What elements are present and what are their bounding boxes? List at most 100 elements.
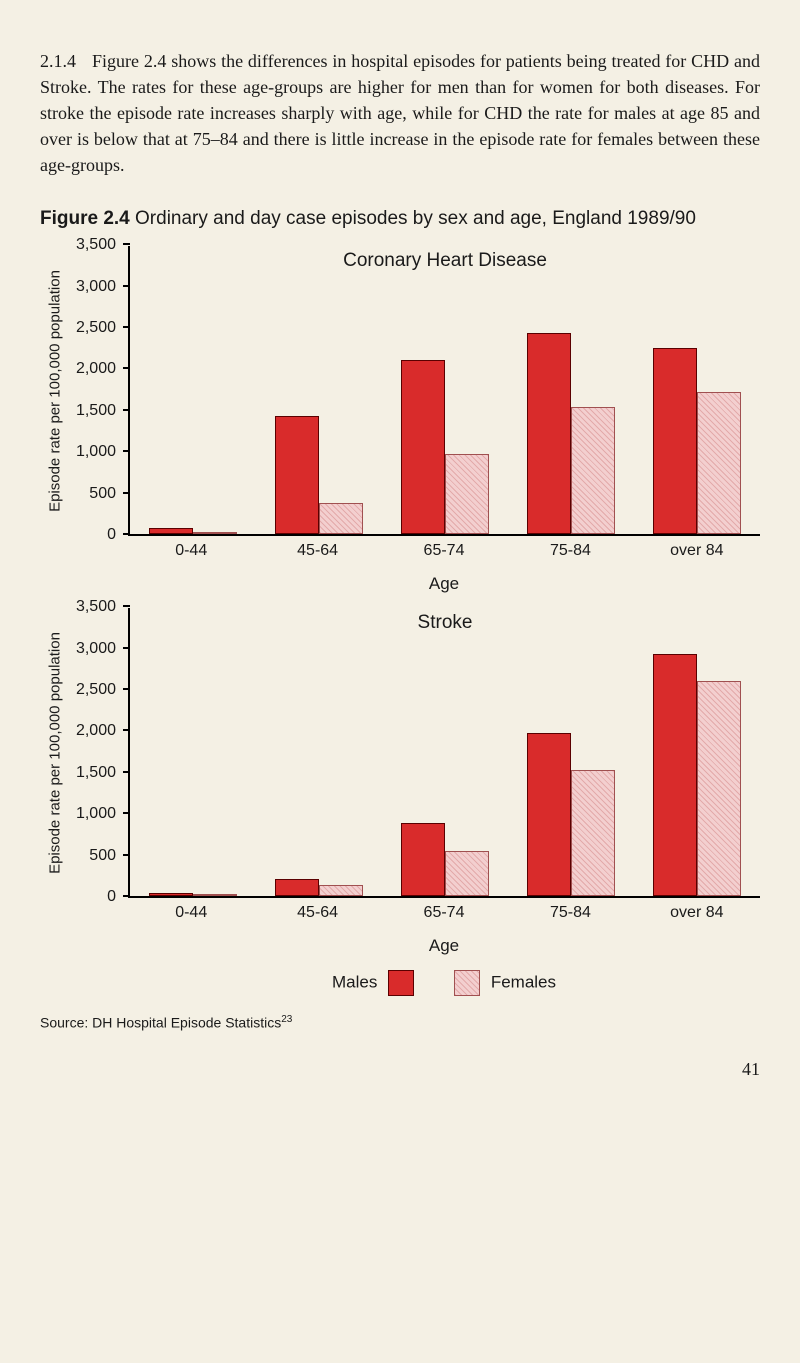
bar-male xyxy=(653,654,697,896)
legend: Males Females xyxy=(128,970,760,996)
x-tick-label: 0-44 xyxy=(128,898,254,922)
plot-cell: Stroke xyxy=(128,608,760,898)
bar-group xyxy=(653,654,741,896)
ytick-mark xyxy=(123,492,130,494)
x-axis-label: Age xyxy=(128,936,760,956)
charts-container: Episode rate per 100,000 population05001… xyxy=(40,246,760,956)
bar-female xyxy=(319,503,363,534)
bar-group xyxy=(149,528,237,534)
ytick-label: 1,500 xyxy=(76,402,116,420)
bar-group xyxy=(401,823,489,896)
bar-female xyxy=(445,851,489,896)
bar-group xyxy=(527,733,615,896)
bar-male xyxy=(275,879,319,896)
bar-male xyxy=(527,733,571,896)
ytick-mark xyxy=(123,285,130,287)
ytick-mark xyxy=(123,409,130,411)
x-tick-label: 0-44 xyxy=(128,536,254,560)
bar-female xyxy=(571,770,615,896)
ytick-label: 3,000 xyxy=(76,278,116,296)
ytick-label: 500 xyxy=(89,847,116,865)
figure-label: Figure 2.4 xyxy=(40,208,130,229)
ytick-label: 3,500 xyxy=(76,236,116,254)
source-text: Source: DH Hospital Episode Statistics xyxy=(40,1015,281,1031)
chart: Episode rate per 100,000 population05001… xyxy=(40,246,760,536)
bar-male xyxy=(401,360,445,534)
legend-females: Females xyxy=(448,970,556,996)
ylabel-cell: Episode rate per 100,000 population xyxy=(40,246,70,536)
ytick-mark xyxy=(123,647,130,649)
bar-male xyxy=(653,348,697,534)
figure-caption: Figure 2.4 Ordinary and day case episode… xyxy=(40,206,760,232)
ytick-mark xyxy=(123,688,130,690)
x-tick-labels: 0-4445-6465-7475-84over 84 xyxy=(128,536,760,560)
x-tick-label: 45-64 xyxy=(254,536,380,560)
bar-male xyxy=(401,823,445,896)
x-tick-labels: 0-4445-6465-7475-84over 84 xyxy=(128,898,760,922)
ytick-mark xyxy=(123,367,130,369)
bar-male xyxy=(275,416,319,534)
chart-block: Episode rate per 100,000 population05001… xyxy=(40,608,760,956)
ytick-label: 2,500 xyxy=(76,681,116,699)
x-tick-label: over 84 xyxy=(634,536,760,560)
x-tick-label: 75-84 xyxy=(507,898,633,922)
bar-female xyxy=(319,885,363,896)
bar-female xyxy=(193,894,237,896)
legend-males-label: Males xyxy=(332,973,377,992)
x-tick-label: 65-74 xyxy=(381,898,507,922)
y-axis-label: Episode rate per 100,000 population xyxy=(47,270,64,512)
ytick-label: 3,000 xyxy=(76,640,116,658)
ytick-label: 1,000 xyxy=(76,443,116,461)
ytick-label: 1,500 xyxy=(76,764,116,782)
ytick-label: 2,000 xyxy=(76,360,116,378)
page: 2.1.4Figure 2.4 shows the differences in… xyxy=(0,0,800,1110)
ytick-mark xyxy=(123,812,130,814)
chart-title: Coronary Heart Disease xyxy=(343,250,547,272)
bar-group xyxy=(527,333,615,534)
body-paragraph: 2.1.4Figure 2.4 shows the differences in… xyxy=(40,48,760,178)
x-tick-label: 75-84 xyxy=(507,536,633,560)
legend-males: Males xyxy=(332,970,420,996)
bar-female xyxy=(697,392,741,535)
ytick-mark xyxy=(123,895,130,897)
plot-cell: Coronary Heart Disease xyxy=(128,246,760,536)
x-axis-label: Age xyxy=(128,574,760,594)
bar-female xyxy=(571,407,615,534)
bar-group xyxy=(275,416,363,534)
bar-male xyxy=(149,528,193,534)
legend-swatch-female xyxy=(454,970,480,996)
chart: Episode rate per 100,000 population05001… xyxy=(40,608,760,898)
page-number: 41 xyxy=(40,1059,760,1080)
ytick-mark xyxy=(123,729,130,731)
plot-area: Coronary Heart Disease xyxy=(128,246,760,536)
bar-group xyxy=(653,348,741,534)
y-axis-label: Episode rate per 100,000 population xyxy=(47,632,64,874)
bar-group xyxy=(275,879,363,896)
yticks: 05001,0001,5002,0002,5003,0003,500 xyxy=(70,246,128,536)
legend-females-label: Females xyxy=(491,973,556,992)
ytick-mark xyxy=(123,771,130,773)
ytick-mark xyxy=(123,243,130,245)
source-line: Source: DH Hospital Episode Statistics23 xyxy=(40,1014,760,1031)
bar-group xyxy=(401,360,489,534)
ytick-mark xyxy=(123,854,130,856)
x-tick-label: over 84 xyxy=(634,898,760,922)
section-number: 2.1.4 xyxy=(40,51,76,71)
paragraph-text: Figure 2.4 shows the differences in hosp… xyxy=(40,51,760,175)
ytick-label: 3,500 xyxy=(76,598,116,616)
ytick-mark xyxy=(123,326,130,328)
yticks: 05001,0001,5002,0002,5003,0003,500 xyxy=(70,608,128,898)
x-tick-label: 65-74 xyxy=(381,536,507,560)
source-sup: 23 xyxy=(281,1014,292,1025)
plot-area: Stroke xyxy=(128,608,760,898)
bar-male xyxy=(149,893,193,896)
ytick-mark xyxy=(123,605,130,607)
legend-swatch-male xyxy=(388,970,414,996)
ytick-label: 1,000 xyxy=(76,805,116,823)
x-tick-label: 45-64 xyxy=(254,898,380,922)
ytick-label: 2,000 xyxy=(76,722,116,740)
ytick-label: 500 xyxy=(89,485,116,503)
ytick-label: 2,500 xyxy=(76,319,116,337)
ylabel-cell: Episode rate per 100,000 population xyxy=(40,608,70,898)
bar-male xyxy=(527,333,571,534)
